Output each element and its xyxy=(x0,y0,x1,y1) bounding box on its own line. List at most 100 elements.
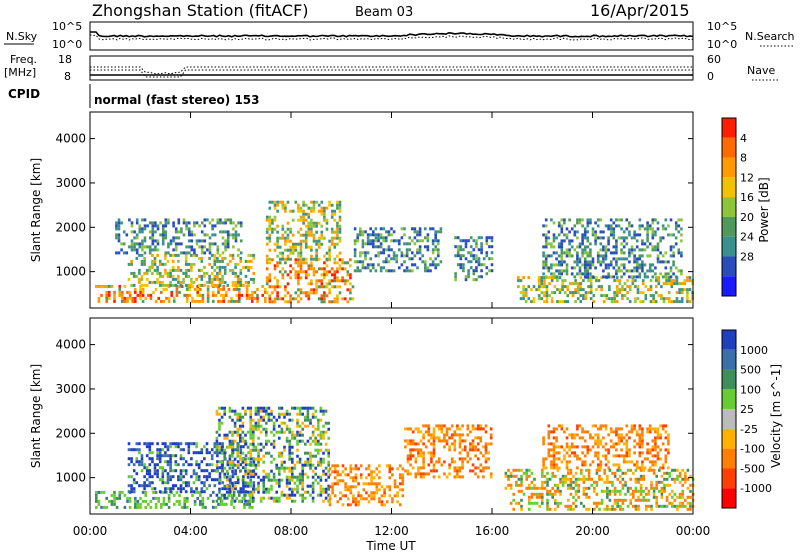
heatmap-cell xyxy=(485,242,489,246)
heatmap-cell xyxy=(249,418,252,422)
heatmap-cell xyxy=(602,294,606,298)
heatmap-cell xyxy=(272,457,276,461)
heatmap-cell xyxy=(283,412,286,416)
heatmap-cell xyxy=(314,466,317,470)
heatmap-cell xyxy=(661,236,665,240)
heatmap-cell xyxy=(537,294,541,298)
heatmap-cell xyxy=(344,485,347,489)
heatmap-cell xyxy=(604,457,608,461)
heatmap-cell xyxy=(239,457,242,461)
heatmap-cell xyxy=(416,248,419,252)
heatmap-cell xyxy=(310,230,313,234)
heatmap-cell xyxy=(208,277,211,281)
heatmap-cell xyxy=(598,468,601,472)
heatmap-cell xyxy=(435,436,438,440)
heatmap-cell xyxy=(333,273,337,277)
heatmap-cell xyxy=(301,433,304,437)
heatmap-cell xyxy=(565,227,569,231)
heatmap-cell xyxy=(621,507,625,511)
heatmap-cell xyxy=(249,469,252,473)
heatmap-cell xyxy=(686,300,689,304)
heatmap-cell xyxy=(654,248,657,252)
heatmap-cell xyxy=(211,233,214,237)
heatmap-cell xyxy=(198,245,201,249)
heatmap-cell xyxy=(325,282,329,286)
heatmap-cell xyxy=(669,266,673,270)
heatmap-cell xyxy=(336,227,339,231)
heatmap-cell xyxy=(286,239,290,243)
heatmap-cell xyxy=(476,466,480,470)
heatmap-cell xyxy=(325,251,329,255)
heatmap-cell xyxy=(552,272,556,276)
heatmap-cell xyxy=(254,463,258,467)
heatmap-cell xyxy=(555,436,558,440)
heatmap-cell xyxy=(418,251,422,255)
heatmap-cell xyxy=(624,492,627,496)
heatmap-cell xyxy=(143,475,146,479)
heatmap-cell xyxy=(633,248,636,252)
heatmap-cell xyxy=(647,492,651,496)
heatmap-cell xyxy=(135,442,139,446)
heatmap-cell xyxy=(365,467,368,471)
heatmap-cell xyxy=(479,427,483,431)
heatmap-cell xyxy=(461,460,464,464)
heatmap-cell xyxy=(120,248,123,252)
heatmap-cell xyxy=(450,436,454,440)
heatmap-cell xyxy=(115,233,118,237)
heatmap-cell xyxy=(576,457,579,461)
heatmap-cell xyxy=(291,233,295,237)
heatmap-cell xyxy=(328,291,331,295)
heatmap-cell xyxy=(656,433,660,437)
heatmap-cell xyxy=(607,433,610,437)
heatmap-cell xyxy=(226,487,230,491)
heatmap-cell xyxy=(151,481,154,485)
heatmap-cell xyxy=(267,496,271,500)
heatmap-cell xyxy=(180,242,183,246)
heatmap-cell xyxy=(179,475,183,479)
heatmap-cell xyxy=(422,460,425,464)
heatmap-cell xyxy=(622,239,626,243)
heatmap-cell xyxy=(151,265,154,269)
heatmap-cell xyxy=(296,490,299,494)
heatmap-cell xyxy=(296,442,299,446)
heatmap-cell xyxy=(180,251,183,255)
heatmap-cell xyxy=(336,261,339,265)
heatmap-cell xyxy=(336,221,339,225)
heatmap-cell xyxy=(606,489,609,493)
heatmap-cell xyxy=(354,467,358,471)
heatmap-cell xyxy=(171,277,175,281)
heatmap-cell xyxy=(178,499,181,503)
heatmap-cell xyxy=(660,480,664,484)
heatmap-cell xyxy=(188,287,192,291)
heatmap-cell xyxy=(172,236,175,240)
heatmap-cell xyxy=(174,227,178,231)
heatmap-cell xyxy=(140,460,144,464)
heatmap-cell xyxy=(97,296,101,300)
heatmap-cell xyxy=(560,224,564,228)
heatmap-cell xyxy=(567,498,570,502)
heatmap-cell xyxy=(651,463,655,467)
heatmap-cell xyxy=(259,499,263,503)
heatmap-cell xyxy=(387,248,391,252)
heatmap-cell xyxy=(622,251,626,255)
heatmap-cell xyxy=(591,436,595,440)
heatmap-cell xyxy=(264,296,267,300)
heatmap-cell xyxy=(127,277,131,281)
heatmap-cell xyxy=(330,242,334,246)
heatmap-cell xyxy=(161,448,165,452)
heatmap-cell xyxy=(276,239,279,243)
heatmap-cell xyxy=(315,230,318,234)
heatmap-cell xyxy=(200,487,204,491)
heatmap-cell xyxy=(652,486,656,490)
heatmap-cell xyxy=(565,442,569,446)
heatmap-cell xyxy=(648,224,652,228)
heatmap-cell xyxy=(560,227,564,231)
heatmap-cell xyxy=(555,463,558,467)
heatmap-cell xyxy=(218,418,221,422)
heatmap-cell xyxy=(661,254,665,258)
heatmap-cell xyxy=(638,424,642,428)
heatmap-cell xyxy=(595,276,598,280)
heatmap-cell xyxy=(537,276,541,280)
colorbar-tick-label: 12 xyxy=(740,171,754,184)
heatmap-cell xyxy=(632,492,635,496)
